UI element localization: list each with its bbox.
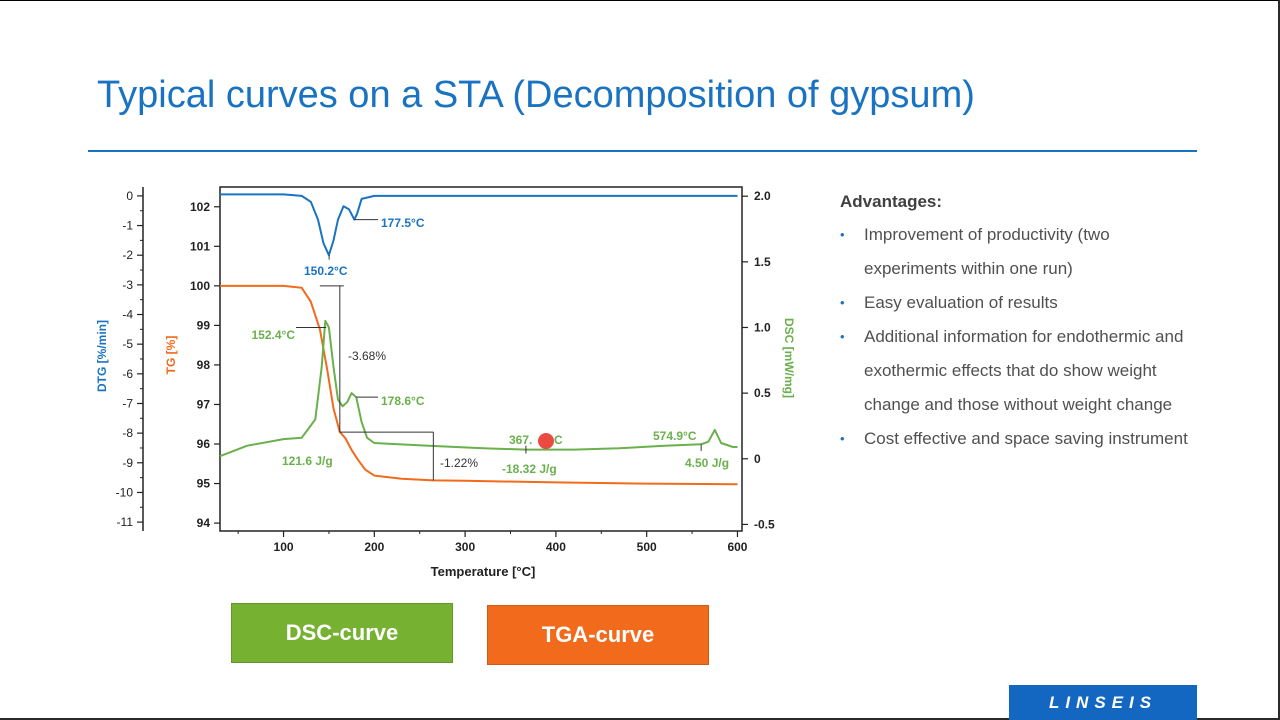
x-tick-label: 600 [727,540,747,554]
series-dsc-line [219,319,738,458]
frame-bottom-border [0,718,1280,720]
series-dtg-line [220,193,738,257]
dtg-tick-label: -9 [122,456,133,470]
tg-tick-label: 95 [197,477,211,491]
cursor-highlight [538,433,554,449]
dsc-tick-label: 1.5 [754,255,771,269]
advantage-item: Easy evaluation of results [840,286,1200,320]
dsc-tick-label: -0.5 [754,517,775,531]
advantage-item: Additional information for endothermic a… [840,320,1200,422]
frame-right-border [1278,0,1280,720]
dsc-peak3-label: 367. [509,433,532,447]
tg-tick-label: 100 [190,279,210,293]
dsc-peak4-label: 574.9°C [653,429,697,443]
dtg-tick-label: 0 [126,189,133,203]
dsc-axis-label: DSC [mW/mg] [782,318,796,398]
dsc-tick-label: 0 [754,452,761,466]
dsc-tick-label: 2.0 [754,189,771,203]
dsc-area1-label: 121.6 J/g [282,454,333,468]
series-tg-line [220,284,738,486]
tg-step2-label: -1.22% [440,456,478,470]
tg-tick-label: 101 [190,239,210,253]
title-divider [88,150,1197,152]
dtg-tick-label: -11 [117,515,134,529]
x-tick-label: 500 [637,540,657,554]
dsc-area2-label: -18.32 J/g [502,462,557,476]
dtg-tick-label: -10 [116,485,134,499]
tga-curve-button[interactable]: TGA-curve [487,605,709,665]
tg-tick-label: 99 [197,318,211,332]
dsc-peak2-label: 178.6°C [381,394,425,408]
dsc-area3-label: 4.50 J/g [685,456,729,470]
tg-step1-label: -3.68% [348,349,386,363]
tg-tick-label: 98 [197,358,211,372]
x-tick-label: 400 [546,540,566,554]
dtg-tick-label: -1 [122,219,133,233]
x-tick-label: 100 [274,540,294,554]
dsc-tick-label: 0.5 [754,386,771,400]
tg-tick-label: 97 [197,397,211,411]
advantage-item: Cost effective and space saving instrume… [840,422,1200,456]
dtg-tick-label: -3 [122,278,133,292]
dtg-peak2-label: 177.5°C [381,216,425,230]
linseis-logo: LINSEIS [1009,685,1197,720]
advantages-heading: Advantages: [840,192,943,211]
x-tick-label: 200 [364,540,384,554]
advantages-list: Improvement of productivity (two experim… [840,218,1200,456]
dtg-tick-label: -4 [122,308,133,322]
dtg-tick-label: -5 [122,337,133,351]
tg-tick-label: 94 [197,516,211,530]
tg-tick-label: 102 [190,200,210,214]
dtg-axis-label: DTG [%/min] [95,320,109,392]
dtg-tick-label: -7 [122,396,133,410]
sta-chart: 0 -1 -2 -3 -4 -5 -6 -7 -8 -9 -10 -11 102 101 100 99 98 9… [95,186,796,579]
dsc-tick-label: 1.0 [754,320,771,334]
x-axis-label: Temperature [°C] [431,564,536,579]
slide-title: Typical curves on a STA (Decomposition o… [97,74,975,116]
plot-frame [219,186,743,532]
tg-axis-label: TG [%] [164,336,178,375]
x-tick-label: 300 [455,540,475,554]
tg-tick-label: 96 [197,437,211,451]
dtg-tick-label: -2 [122,248,133,262]
dsc-peak3-suffix: C [554,433,563,447]
advantage-item: Improvement of productivity (two experim… [840,218,1200,286]
dtg-tick-label: -8 [122,426,133,440]
dtg-peak1-label: 150.2°C [304,264,348,278]
frame-top-border [0,0,1280,1]
dtg-tick-label: -6 [122,367,133,381]
advantages-panel: Advantages: Improvement of productivity … [840,192,1200,456]
dsc-peak1-label: 152.4°C [252,328,296,342]
dsc-curve-button[interactable]: DSC-curve [231,603,453,663]
